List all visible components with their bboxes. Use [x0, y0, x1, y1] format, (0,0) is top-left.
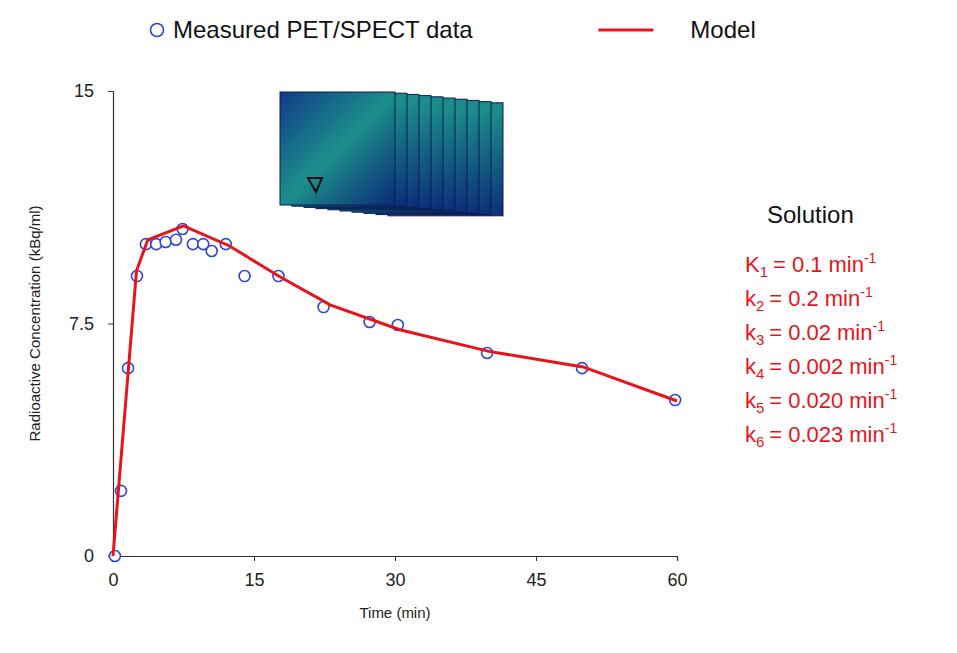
tick-mark — [254, 556, 255, 561]
parameter-exponent: -1 — [872, 318, 885, 334]
parameter-subscript: 3 — [756, 331, 764, 348]
tick-label: 45 — [526, 570, 546, 590]
tick-mark — [536, 556, 537, 561]
parameter-subscript: 4 — [756, 365, 764, 382]
parameter-subscript: 2 — [756, 297, 764, 314]
pet-image-slice — [280, 92, 395, 205]
parameter-value: 0.002 — [788, 354, 843, 379]
parameter-unit: min — [828, 252, 863, 277]
tick-mark — [395, 556, 396, 561]
y-axis: 0 7.5 15 — [69, 81, 114, 566]
parameter-operator: = — [769, 388, 782, 413]
parameter-exponent: -1 — [885, 352, 898, 368]
tick-mark — [108, 324, 113, 325]
parameter-exponent: -1 — [860, 284, 873, 300]
axis-line — [108, 92, 114, 557]
parameter-operator: = — [773, 252, 786, 277]
data-point — [239, 271, 250, 282]
solution-annotation: SolutionK1=0.1min-1k2=0.2min-1k3=0.02min… — [745, 201, 897, 450]
tick-mark — [677, 556, 678, 561]
tick: 30 — [385, 556, 405, 590]
legend-label: Measured PET/SPECT data — [173, 16, 473, 43]
parameter-unit: min — [825, 286, 860, 311]
parameter-unit: min — [849, 354, 884, 379]
parameter-unit: min — [849, 422, 884, 447]
parameter-operator: = — [769, 286, 782, 311]
parameter: k4=0.002min-1 — [745, 352, 897, 382]
parameter-unit: min — [849, 388, 884, 413]
parameter-exponent: -1 — [885, 420, 898, 436]
parameter-value: 0.2 — [788, 286, 819, 311]
data-point — [187, 239, 198, 250]
parameter-operator: = — [769, 354, 782, 379]
data-point — [109, 551, 120, 562]
model-line — [113, 226, 677, 556]
parameter: k6=0.023min-1 — [745, 420, 897, 450]
y-axis-title: Radioactive Concentration (kBq/ml) — [26, 206, 43, 442]
tick: 15 — [74, 81, 113, 101]
annotation-title: Solution — [767, 201, 854, 228]
tick: 7.5 — [69, 314, 113, 334]
tick-label: 30 — [385, 570, 405, 590]
parameter: k3=0.02min-1 — [745, 318, 885, 348]
legend: Measured PET/SPECT data Model — [151, 16, 756, 43]
parameter-operator: = — [769, 320, 782, 345]
parameter-value: 0.02 — [788, 320, 831, 345]
tick-mark — [108, 91, 113, 92]
pet-image-inset — [280, 92, 503, 216]
legend-label: Model — [690, 16, 755, 43]
data-point — [160, 236, 171, 247]
axis-line — [114, 557, 678, 562]
pet-image-roi — [308, 178, 322, 192]
parameter: K1 =0.1min-1 — [745, 250, 877, 280]
parameter-subscript: 5 — [756, 399, 764, 416]
x-axis: 0 15 30 45 60 — [108, 556, 687, 590]
parameter-symbol: K — [745, 252, 760, 277]
tick-label: 15 — [244, 570, 264, 590]
parameter-exponent: -1 — [885, 386, 898, 402]
parameter-unit: min — [837, 320, 872, 345]
tick-label: 0 — [108, 570, 118, 590]
legend-swatch — [151, 24, 164, 37]
tick: 15 — [244, 556, 264, 590]
data-point — [206, 245, 217, 256]
tick: 60 — [667, 556, 687, 590]
tick-label: 7.5 — [69, 314, 94, 334]
parameter-value: 0.1 — [792, 252, 823, 277]
tick-label: 60 — [667, 570, 687, 590]
parameter: k5=0.020min-1 — [745, 386, 897, 416]
parameter-exponent: -1 — [864, 250, 877, 266]
parameter-subscript: 1 — [760, 263, 768, 280]
legend-swatch — [598, 29, 653, 32]
legend-item: Model — [598, 16, 755, 43]
tick-label: 15 — [74, 81, 94, 101]
plot-area — [109, 223, 680, 561]
tick: 45 — [526, 556, 546, 590]
parameter-value: 0.020 — [788, 388, 843, 413]
parameter-subscript: 6 — [756, 433, 764, 450]
x-axis-title: Time (min) — [359, 604, 430, 621]
parameter-operator: = — [769, 422, 782, 447]
data-point — [170, 234, 181, 245]
parameter: k2=0.2min-1 — [745, 284, 873, 314]
legend-item: Measured PET/SPECT data — [151, 16, 474, 43]
tick-label: 0 — [84, 546, 94, 566]
chart: 01530456007.515Time (min)Radioactive Con… — [0, 0, 957, 653]
parameter-value: 0.023 — [788, 422, 843, 447]
